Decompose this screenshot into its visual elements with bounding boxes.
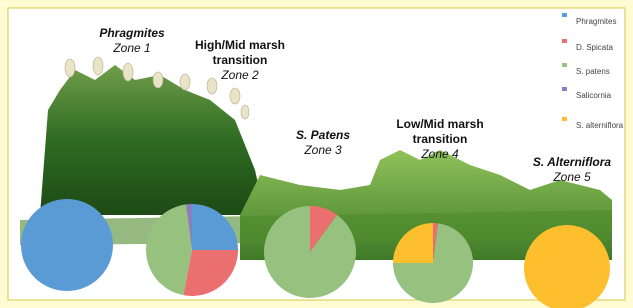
zone-title: S. Patens — [268, 128, 378, 143]
zone-title: Phragmites — [77, 26, 187, 41]
pie-slice — [524, 225, 610, 308]
legend-label: S. patens — [576, 67, 610, 76]
legend-label: S. alterniflora — [576, 121, 624, 130]
pie-slice — [21, 199, 113, 291]
legend-label: Phragmites — [576, 17, 616, 26]
zone-title: Low/Mid marsh transition — [385, 117, 495, 147]
zone-subtitle: Zone 4 — [385, 147, 495, 162]
zone-title: S. Alterniflora — [517, 155, 627, 170]
legend-marker — [562, 87, 567, 91]
legend-marker — [562, 39, 567, 43]
zone-subtitle: Zone 1 — [77, 41, 187, 56]
legend-marker — [562, 117, 567, 121]
zone-subtitle: Zone 2 — [185, 68, 295, 83]
zone-title: High/Mid marsh transition — [185, 38, 295, 68]
zone-subtitle: Zone 3 — [268, 143, 378, 158]
pie — [264, 206, 356, 298]
legend-label: D. Spicata — [576, 43, 613, 52]
pie-slice — [264, 206, 356, 298]
legend-label: Salicornia — [576, 91, 612, 100]
pie — [21, 199, 113, 291]
pie — [393, 223, 473, 303]
figure: Phragmites D. Spicata S. patens Salicornia S… — [0, 0, 633, 308]
zone-subtitle: Zone 5 — [517, 170, 627, 185]
pie — [524, 225, 610, 308]
pie — [146, 204, 238, 296]
legend-marker — [562, 13, 567, 17]
legend-marker — [562, 63, 567, 67]
